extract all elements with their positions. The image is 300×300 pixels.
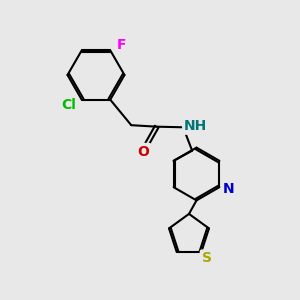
Text: N: N	[223, 182, 235, 196]
Text: NH: NH	[184, 119, 207, 133]
Text: F: F	[117, 38, 126, 52]
Text: Cl: Cl	[62, 98, 76, 112]
Text: O: O	[137, 145, 149, 159]
Text: S: S	[202, 251, 212, 266]
